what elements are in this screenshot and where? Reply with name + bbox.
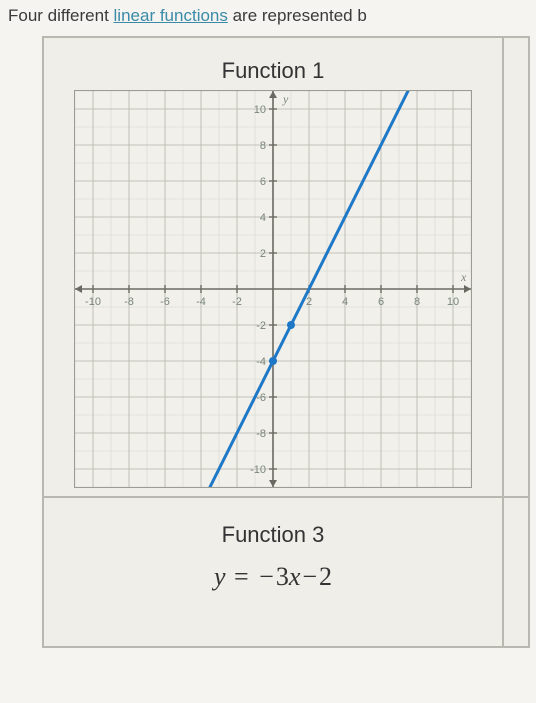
intro-post: are represented b [228, 6, 367, 25]
function1-chart: -10-8-6-4-2246810-10-8-6-4-2246810yx [74, 90, 472, 488]
svg-text:-4: -4 [196, 296, 206, 308]
eq-b: 2 [319, 562, 332, 591]
svg-text:-6: -6 [160, 296, 170, 308]
eq-b-sign: − [300, 562, 319, 591]
svg-text:6: 6 [260, 176, 266, 188]
function1-cell: Function 1 -10-8-6-4-2246810-10-8-6-4-22… [43, 37, 503, 497]
svg-text:2: 2 [306, 296, 312, 308]
function1-svg: -10-8-6-4-2246810-10-8-6-4-2246810yx [75, 91, 471, 487]
function2-cell-sliver [503, 37, 529, 497]
eq-equals: = [232, 562, 251, 591]
svg-text:y: y [282, 92, 289, 106]
functions-table: Function 1 -10-8-6-4-2246810-10-8-6-4-22… [42, 36, 530, 648]
svg-text:4: 4 [260, 212, 266, 224]
svg-text:10: 10 [254, 104, 266, 116]
function4-cell-sliver [503, 497, 529, 647]
svg-text:x: x [460, 270, 467, 284]
svg-text:8: 8 [260, 140, 266, 152]
functions-table-wrap: Function 1 -10-8-6-4-2246810-10-8-6-4-22… [42, 36, 536, 648]
intro-text: Four different linear functions are repr… [0, 0, 536, 36]
eq-a: 3 [276, 562, 289, 591]
svg-text:10: 10 [447, 296, 459, 308]
svg-text:4: 4 [342, 296, 348, 308]
function3-title: Function 3 [44, 498, 502, 562]
svg-text:-8: -8 [124, 296, 134, 308]
function3-equation: y = −3x−2 [44, 562, 502, 592]
svg-text:-2: -2 [232, 296, 242, 308]
eq-a-sign: − [257, 562, 276, 591]
svg-text:-10: -10 [85, 296, 101, 308]
svg-text:-4: -4 [256, 356, 266, 368]
function3-cell: Function 3 y = −3x−2 [43, 497, 503, 647]
svg-text:-10: -10 [250, 464, 266, 476]
svg-text:6: 6 [378, 296, 384, 308]
svg-text:2: 2 [260, 248, 266, 260]
eq-var: x [289, 562, 301, 591]
intro-pre: Four different [8, 6, 114, 25]
eq-lhs: y [214, 562, 226, 591]
svg-text:-8: -8 [256, 428, 266, 440]
linear-functions-link[interactable]: linear functions [114, 6, 228, 25]
svg-text:-2: -2 [256, 320, 266, 332]
svg-text:8: 8 [414, 296, 420, 308]
function1-title: Function 1 [44, 38, 502, 90]
